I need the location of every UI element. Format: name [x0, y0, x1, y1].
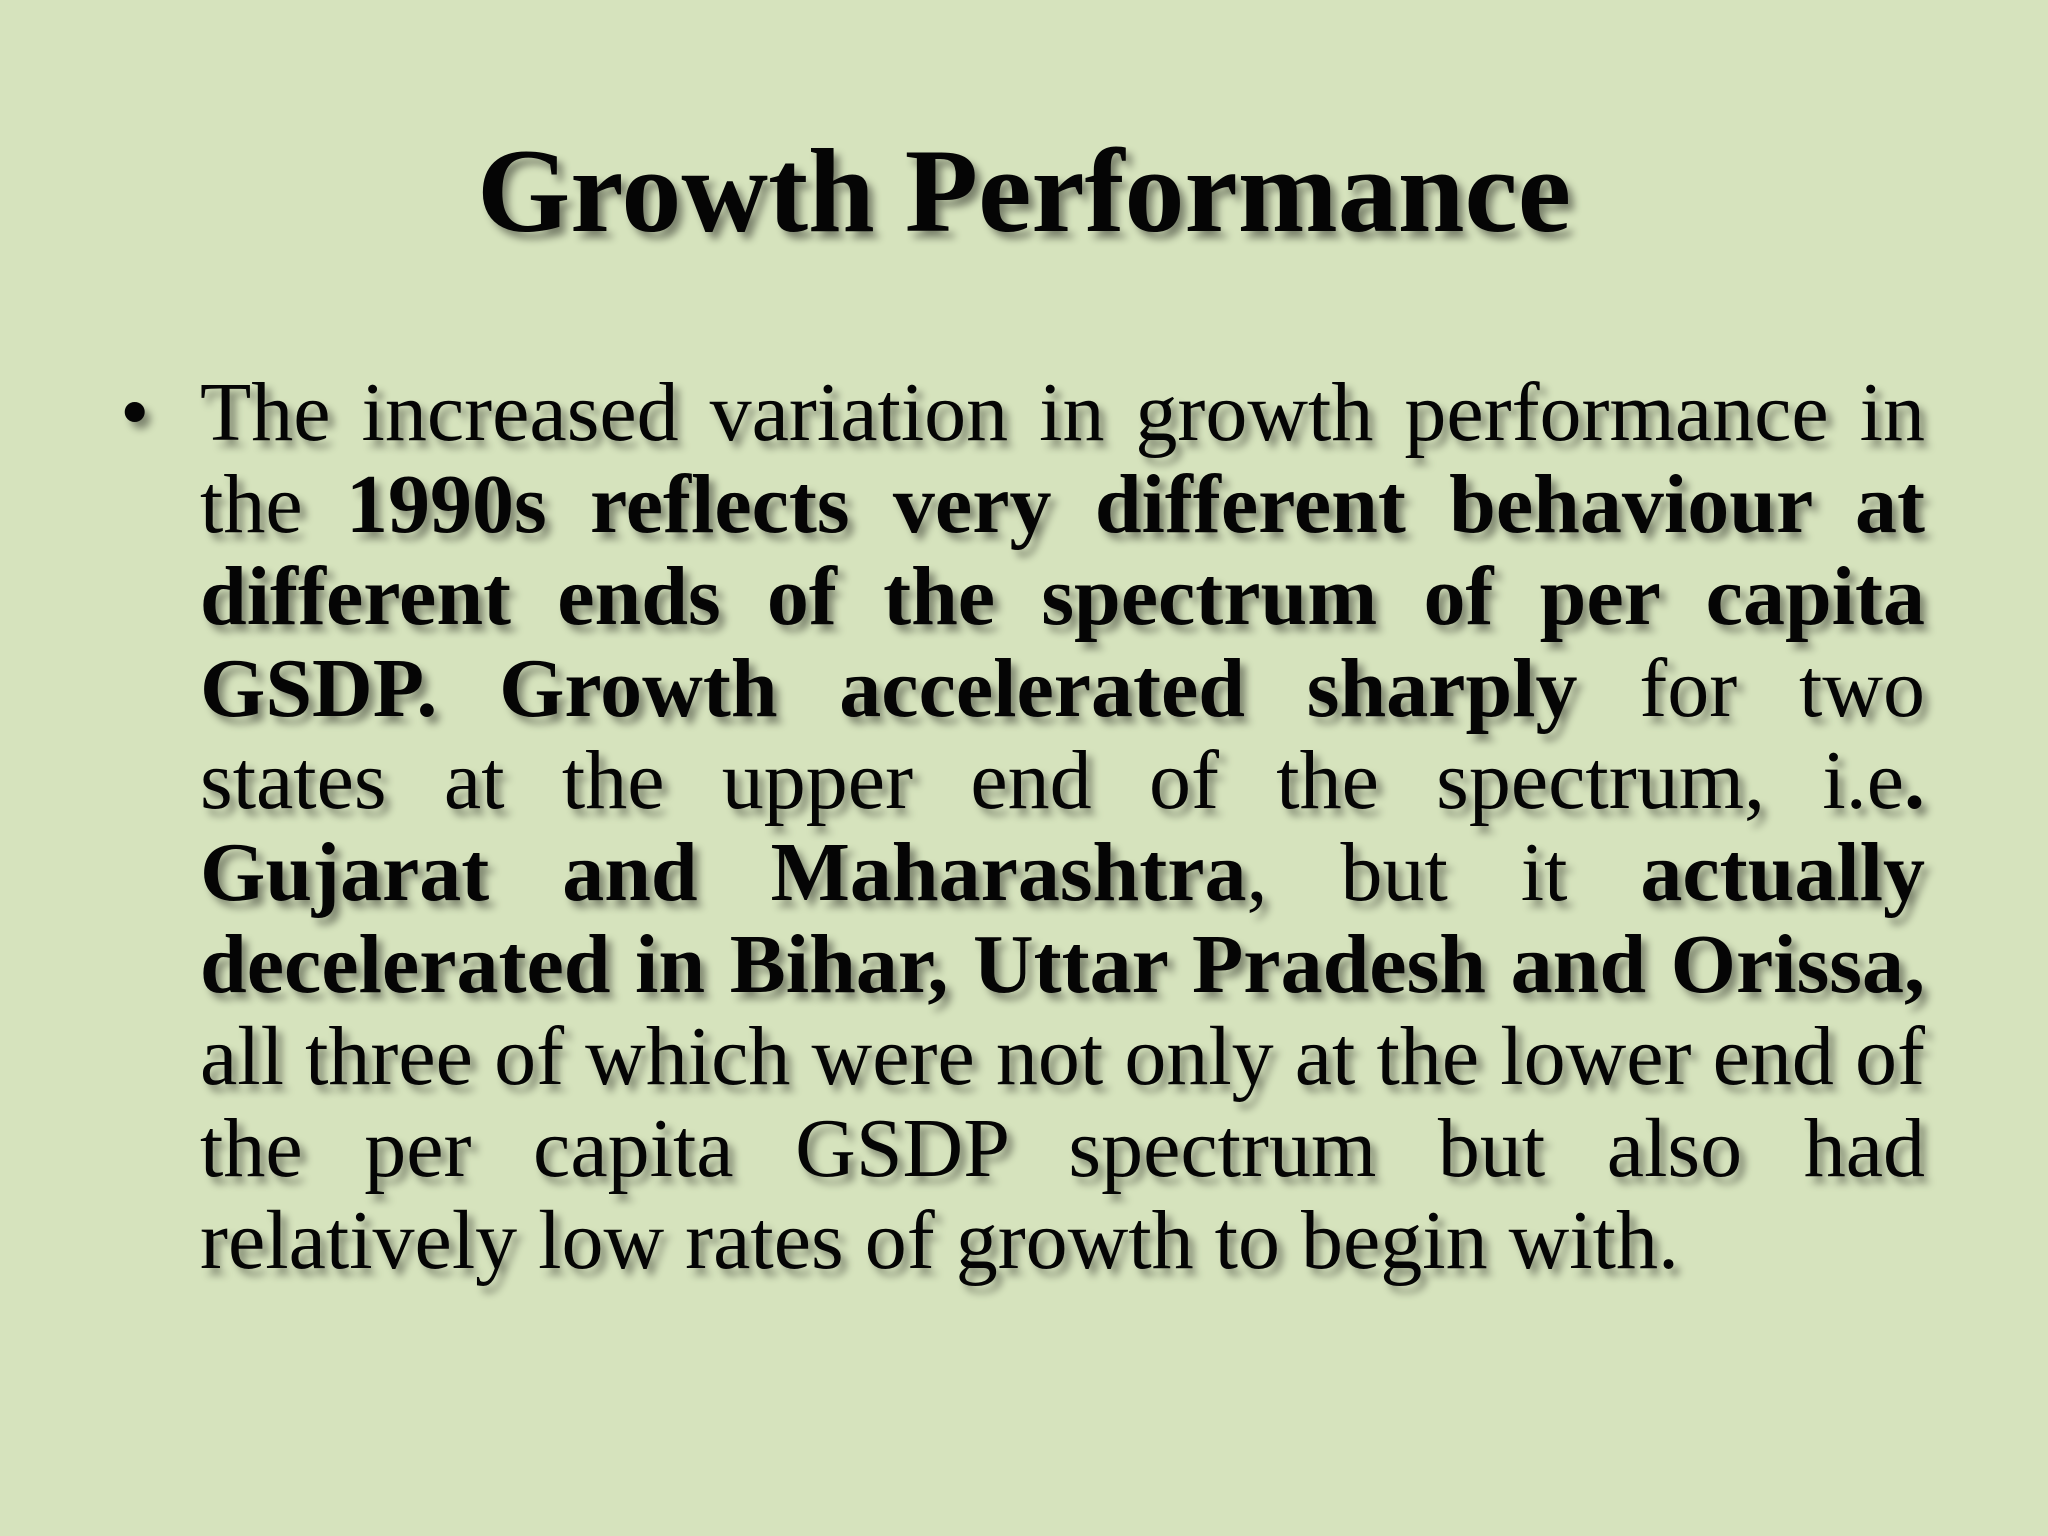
bullet-list: • The increased variation in growth perfo…: [0, 367, 2048, 1287]
slide-title: Growth Performance: [476, 124, 1572, 257]
bold-text-segment: actually decelerated in Bihar, Uttar Pra…: [200, 826, 1925, 1011]
bullet-item: • The increased variation in growth perfo…: [120, 366, 1926, 1287]
text-segment: , but it: [1246, 826, 1641, 919]
text-segment: all three of which were not only at the …: [200, 1010, 1925, 1287]
text-segment: for two states at the upper end of the s…: [200, 642, 1925, 827]
text-segment: The increased variation in growth perfor…: [200, 366, 1925, 551]
bold-text-segment: . Gujarat and Maharashtra: [200, 734, 1925, 919]
bullet-dot-icon: •: [120, 366, 150, 459]
bold-text-segment: 1990s reflects very different behaviour …: [200, 458, 1926, 735]
